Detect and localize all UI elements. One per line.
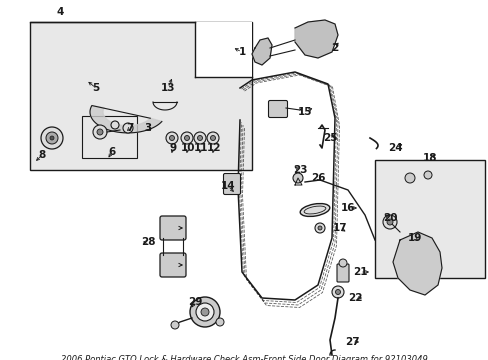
Circle shape (111, 121, 119, 129)
Text: 28: 28 (141, 237, 155, 247)
Text: 21: 21 (352, 267, 366, 277)
Text: 12: 12 (206, 143, 221, 153)
Circle shape (41, 127, 63, 149)
Text: 23: 23 (292, 165, 306, 175)
Text: 3: 3 (144, 123, 151, 133)
Text: 27: 27 (344, 337, 359, 347)
Text: 6: 6 (108, 147, 115, 157)
Text: 5: 5 (92, 83, 100, 93)
Text: 10: 10 (181, 143, 195, 153)
Text: 22: 22 (347, 293, 362, 303)
Text: 20: 20 (382, 213, 396, 223)
Text: 15: 15 (297, 107, 312, 117)
Circle shape (123, 123, 133, 133)
Text: 26: 26 (310, 173, 325, 183)
Circle shape (423, 171, 431, 179)
FancyBboxPatch shape (160, 216, 185, 240)
Circle shape (404, 173, 414, 183)
Circle shape (386, 219, 392, 225)
Text: 17: 17 (332, 223, 346, 233)
Ellipse shape (300, 203, 329, 216)
FancyBboxPatch shape (336, 264, 348, 282)
FancyBboxPatch shape (160, 253, 185, 277)
Circle shape (201, 308, 208, 316)
Text: 11: 11 (193, 143, 208, 153)
Text: 16: 16 (340, 203, 354, 213)
Circle shape (184, 135, 189, 140)
Circle shape (210, 135, 215, 140)
Circle shape (206, 132, 219, 144)
Bar (195, 22, 251, 77)
Circle shape (46, 132, 58, 144)
Circle shape (382, 215, 396, 229)
FancyBboxPatch shape (268, 100, 287, 117)
Bar (82, 116, 137, 158)
Polygon shape (392, 232, 441, 295)
Circle shape (165, 132, 178, 144)
Text: 18: 18 (422, 153, 436, 163)
Text: 25: 25 (322, 133, 337, 143)
Circle shape (335, 289, 340, 294)
Circle shape (338, 259, 346, 267)
Text: 19: 19 (407, 233, 421, 243)
Bar (30, 22, 251, 170)
Circle shape (314, 223, 325, 233)
Circle shape (194, 132, 205, 144)
Circle shape (169, 135, 174, 140)
Text: 29: 29 (187, 297, 202, 307)
Circle shape (317, 226, 321, 230)
Circle shape (97, 129, 103, 135)
Text: 14: 14 (220, 181, 235, 191)
Polygon shape (90, 105, 162, 133)
Circle shape (331, 286, 343, 298)
Circle shape (197, 135, 202, 140)
Text: 9: 9 (169, 143, 176, 153)
Text: 2006 Pontiac GTO Lock & Hardware Check Asm-Front Side Door Diagram for 92103049: 2006 Pontiac GTO Lock & Hardware Check A… (61, 355, 427, 360)
Circle shape (190, 297, 220, 327)
Text: 13: 13 (161, 83, 175, 93)
Bar (374, 160, 484, 278)
Text: 4: 4 (56, 7, 63, 17)
Circle shape (50, 136, 54, 140)
Circle shape (196, 303, 214, 321)
Polygon shape (251, 38, 271, 65)
Circle shape (292, 173, 303, 183)
Circle shape (171, 321, 179, 329)
Circle shape (93, 125, 107, 139)
Polygon shape (294, 20, 337, 58)
FancyBboxPatch shape (223, 174, 240, 194)
Text: 7: 7 (126, 123, 133, 133)
Text: 8: 8 (38, 150, 45, 160)
Circle shape (216, 318, 224, 326)
Text: 2: 2 (331, 43, 338, 53)
Circle shape (181, 132, 193, 144)
Text: 24: 24 (387, 143, 402, 153)
Text: 1: 1 (238, 47, 245, 57)
